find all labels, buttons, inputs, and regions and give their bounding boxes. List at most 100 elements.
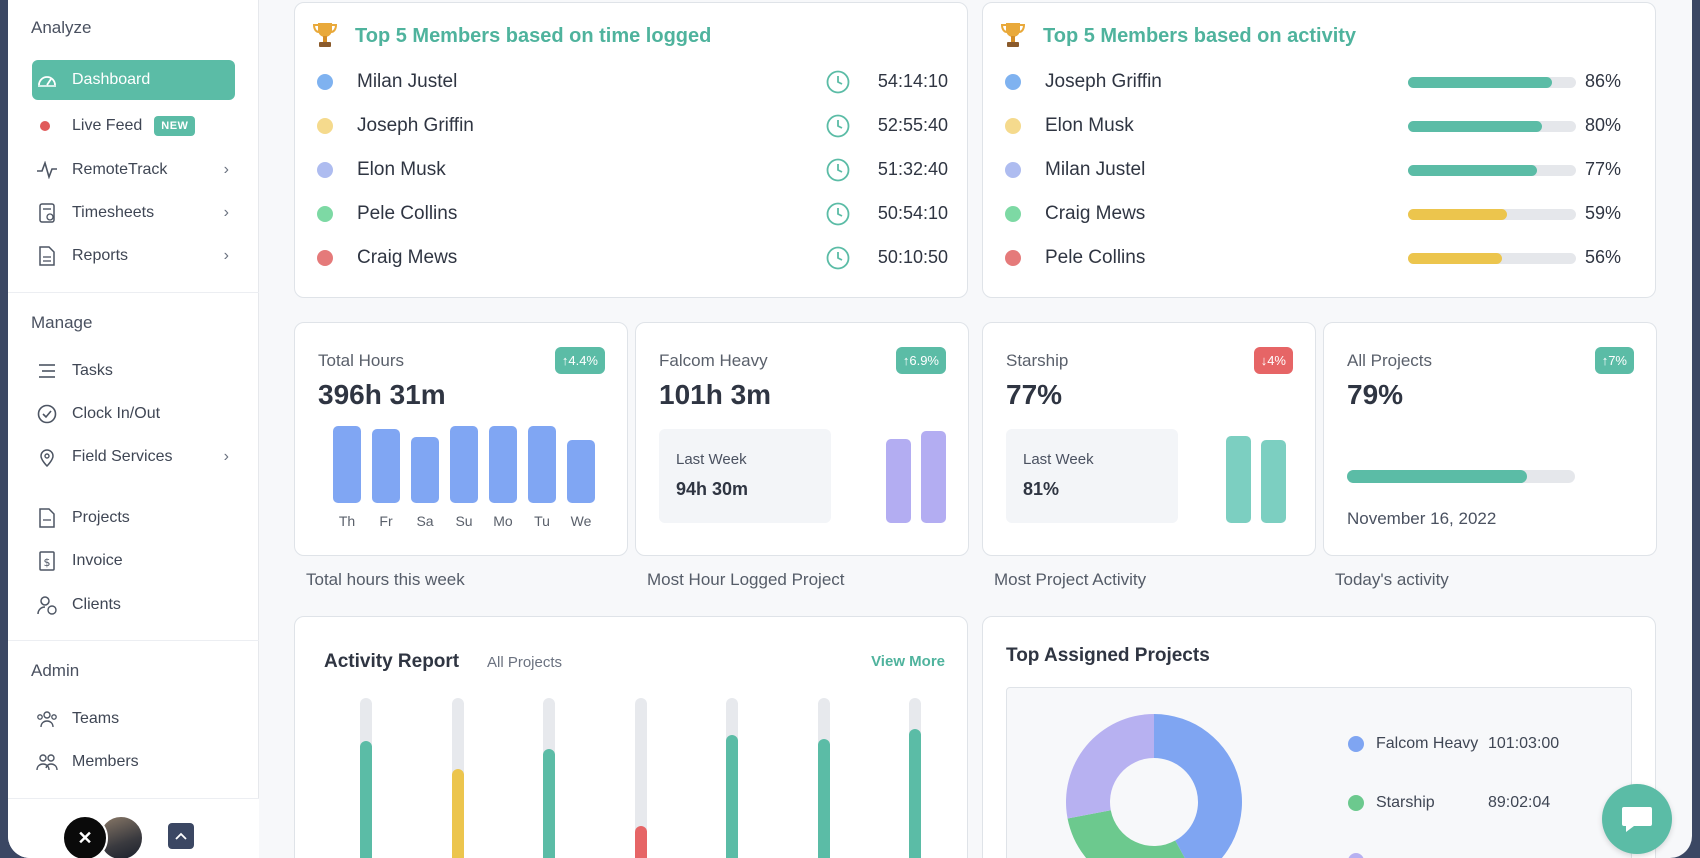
sidebar-item-members[interactable]: Members: [32, 742, 235, 782]
activity-column-fill: [543, 749, 555, 858]
member-name: Craig Mews: [1045, 203, 1146, 224]
activity-progress-fill: [1408, 209, 1508, 220]
legend-item[interactable]: Falcom Heavy 101:03:00: [1348, 735, 1559, 753]
activity-column-fill: [817, 738, 830, 858]
member-name: Milan Justel: [1045, 159, 1146, 180]
app-frame: Analyze Dashboard Live Feed NEW RemoteTr…: [8, 0, 1692, 858]
comparison-bar: [886, 439, 911, 523]
day-label: We: [570, 513, 592, 529]
list-icon: [36, 360, 58, 382]
falcom-heavy-card[interactable]: Falcom Heavy ↑6.9% 101h 3m Last Week 94h…: [635, 322, 969, 556]
starship-card[interactable]: Starship ↓4% 77% Last Week 81%: [982, 322, 1316, 556]
member-row[interactable]: Craig Mews: [317, 243, 457, 273]
client-user-icon: [36, 594, 58, 616]
sidebar-item-timesheets[interactable]: Timesheets ›: [32, 193, 235, 233]
comparison-bar: [921, 431, 946, 523]
top-assigned-title: Top Assigned Projects: [1006, 645, 1210, 666]
sidebar-item-tasks[interactable]: Tasks: [32, 351, 235, 391]
activity-progress-track: [1408, 165, 1576, 176]
member-row[interactable]: Elon Musk: [1005, 111, 1134, 141]
caption-starship: Most Project Activity: [994, 570, 1147, 589]
sidebar-item-invoice[interactable]: $ Invoice: [32, 541, 235, 581]
member-color-dot: [1005, 74, 1021, 90]
sidebar-item-label: Timesheets: [72, 204, 155, 221]
top-time-card: Top 5 Members based on time logged Milan…: [294, 2, 968, 298]
member-name: Craig Mews: [357, 247, 458, 268]
chevron-up-icon[interactable]: [168, 823, 194, 849]
member-name: Elon Musk: [357, 159, 446, 180]
sidebar-item-dashboard[interactable]: Dashboard: [32, 60, 235, 100]
member-name: Joseph Griffin: [357, 115, 474, 136]
chevron-right-icon: ›: [223, 204, 229, 221]
section-title-analyze: Analyze: [31, 18, 92, 37]
member-row[interactable]: Pele Collins: [1005, 243, 1145, 273]
timesheet-icon: [36, 202, 58, 224]
date-label: November 16, 2022: [1347, 509, 1497, 528]
sidebar-item-projects[interactable]: Projects: [32, 498, 235, 538]
member-row[interactable]: Craig Mews: [1005, 199, 1145, 229]
day-hours-bar: [489, 425, 517, 503]
sidebar-item-reports[interactable]: Reports ›: [32, 236, 235, 276]
sidebar-item-live-feed[interactable]: Live Feed NEW: [32, 106, 235, 146]
total-hours-card[interactable]: Total Hours ↑4.4% 396h 31m Th Fr Sa Su Mo Tu W…: [294, 322, 628, 556]
sidebar-item-label: Projects: [72, 509, 130, 526]
day-label: Sa: [416, 513, 434, 529]
activity-pulse-icon: [36, 159, 58, 181]
member-name: Pele Collins: [1045, 247, 1146, 268]
sidebar-item-label: Members: [72, 753, 139, 770]
donut-slice[interactable]: [1067, 810, 1197, 858]
activity-progress-fill: [1408, 253, 1503, 264]
stat-label: Falcom Heavy: [659, 351, 768, 370]
member-row[interactable]: Milan Justel: [317, 67, 457, 97]
activity-column-fill: [451, 769, 464, 858]
members-icon: [36, 751, 58, 773]
all-projects-card[interactable]: All Projects ↑7% 79% November 16, 2022: [1323, 322, 1657, 556]
member-name: Pele Collins: [357, 203, 458, 224]
sidebar-item-remotetrack[interactable]: RemoteTrack ›: [32, 150, 235, 190]
sidebar-item-teams[interactable]: Teams: [32, 699, 235, 739]
member-row[interactable]: Milan Justel: [1005, 155, 1145, 185]
view-more-link[interactable]: View More: [871, 653, 945, 670]
sidebar-item-clock[interactable]: Clock In/Out: [32, 394, 235, 434]
day-hours-bar: [567, 440, 595, 503]
sidebar-item-label: Teams: [72, 710, 120, 727]
legend-name: Starship: [1376, 794, 1435, 811]
donut-slice[interactable]: [1154, 714, 1242, 858]
activity-percent: 80%: [1584, 115, 1621, 135]
member-row[interactable]: Elon Musk: [317, 155, 446, 185]
activity-report-filter[interactable]: All Projects: [487, 654, 563, 671]
activity-percent: 59%: [1584, 203, 1621, 223]
member-row[interactable]: Joseph Griffin: [317, 111, 474, 141]
member-color-dot: [1005, 250, 1021, 266]
legend-item[interactable]: [1348, 853, 1376, 858]
caption-falcom: Most Hour Logged Project: [647, 570, 845, 589]
stat-label: All Projects: [1347, 351, 1433, 370]
sidebar-item-label: Invoice: [72, 552, 123, 569]
gauge-icon: [36, 69, 58, 91]
activity-percent: 86%: [1584, 71, 1621, 91]
clock-check-icon: [36, 403, 58, 425]
divider: [8, 292, 259, 293]
time-logged-value: 50:54:10: [877, 203, 948, 223]
activity-progress-track: [1408, 253, 1576, 264]
activity-progress-track: [1408, 77, 1576, 88]
chevron-right-icon: ›: [223, 448, 229, 465]
sidebar-item-clients[interactable]: Clients: [32, 585, 235, 625]
activity-progress-track: [1408, 121, 1576, 132]
chevron-right-icon: ›: [223, 247, 229, 264]
legend-item[interactable]: Starship 89:02:04: [1348, 794, 1550, 812]
member-row[interactable]: Joseph Griffin: [1005, 67, 1162, 97]
chevron-right-icon: ›: [223, 161, 229, 178]
trophy-icon: [313, 23, 337, 47]
today-progress-fill: [1347, 470, 1528, 483]
chat-button[interactable]: [1602, 784, 1672, 854]
sidebar-item-field-services[interactable]: Field Services ›: [32, 437, 235, 477]
member-row[interactable]: Pele Collins: [317, 199, 457, 229]
stat-value: 101h 3m: [659, 379, 772, 410]
activity-column: [451, 698, 464, 858]
donut-slice[interactable]: [1066, 714, 1154, 819]
new-badge: NEW: [154, 116, 196, 136]
clock-icon: [826, 70, 850, 94]
day-hours-bar: [528, 425, 556, 503]
company-logo-avatar[interactable]: ✕: [62, 815, 108, 858]
